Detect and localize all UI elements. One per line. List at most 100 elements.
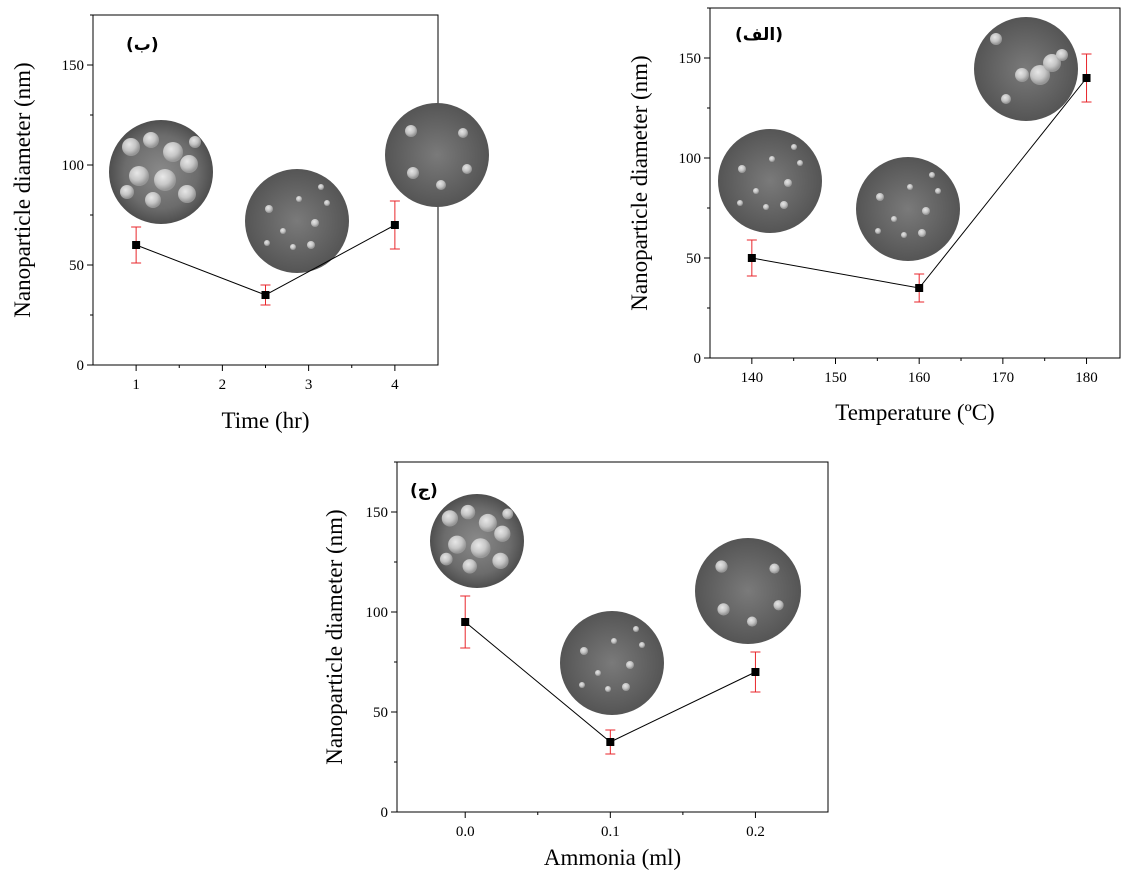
x-axis-title: Time (hr) bbox=[222, 408, 310, 433]
sem-particle bbox=[265, 205, 273, 213]
sem-particle bbox=[462, 164, 472, 174]
y-tick-label: 0 bbox=[77, 358, 85, 374]
sem-particle bbox=[470, 538, 491, 559]
sem-inset-background bbox=[695, 538, 801, 644]
y-tick-label: 100 bbox=[679, 151, 702, 167]
sem-particle bbox=[875, 228, 881, 234]
sem-particle bbox=[907, 184, 913, 190]
data-point bbox=[132, 241, 141, 249]
sem-particle bbox=[753, 188, 759, 194]
chart-panel-time: 0 50 100 150 1 2 3 4 Time (hr) Nanoparticle diame… bbox=[10, 14, 489, 433]
sem-particle bbox=[478, 513, 497, 532]
y-tick-label: 150 bbox=[366, 505, 389, 521]
x-tick-label: 150 bbox=[824, 370, 847, 386]
y-tick-label: 50 bbox=[373, 705, 388, 721]
sem-inset-image bbox=[718, 129, 822, 233]
sem-particle bbox=[633, 626, 639, 632]
y-axis-title: Nanoparticle diameter (nm) bbox=[627, 55, 652, 310]
y-tick-label: 100 bbox=[62, 158, 85, 174]
sem-particle bbox=[737, 200, 743, 206]
sem-particle bbox=[290, 244, 296, 250]
x-tick-label: 0.1 bbox=[601, 824, 620, 840]
sem-particle bbox=[769, 156, 775, 162]
sem-particle bbox=[458, 128, 468, 138]
sem-particle bbox=[318, 184, 324, 190]
x-tick-label: 140 bbox=[741, 370, 764, 386]
sem-particle bbox=[296, 196, 302, 202]
x-tick-label: 0.2 bbox=[746, 824, 765, 840]
sem-particle bbox=[460, 504, 476, 520]
sem-particle bbox=[935, 188, 941, 194]
sem-particle bbox=[129, 166, 149, 186]
sem-inset-background bbox=[974, 17, 1078, 121]
x-tick-label: 1 bbox=[132, 377, 140, 393]
sem-particle bbox=[763, 204, 769, 210]
sem-particle bbox=[264, 240, 270, 246]
sem-particle bbox=[990, 33, 1002, 45]
y-tick-label: 0 bbox=[381, 805, 389, 821]
y-tick-label: 150 bbox=[62, 58, 85, 74]
sem-inset-background bbox=[856, 157, 960, 261]
sem-particle bbox=[611, 638, 617, 644]
sem-inset-background bbox=[560, 611, 664, 715]
sem-particle bbox=[579, 682, 585, 688]
sem-particle bbox=[891, 216, 897, 222]
data-point bbox=[461, 618, 470, 626]
sem-particle bbox=[154, 169, 176, 191]
sem-particle bbox=[580, 647, 588, 655]
sem-particle bbox=[405, 125, 417, 137]
sem-inset-image bbox=[974, 17, 1078, 121]
sem-particle bbox=[180, 155, 198, 173]
sem-particle bbox=[492, 552, 509, 570]
data-point bbox=[751, 668, 760, 676]
x-tick-label: 0.0 bbox=[456, 824, 475, 840]
sem-particle bbox=[462, 559, 477, 574]
sem-particle bbox=[1001, 94, 1011, 104]
y-axis-title: Nanoparticle diameter (nm) bbox=[322, 509, 347, 764]
sem-particle bbox=[797, 160, 803, 166]
sem-particle bbox=[280, 228, 286, 234]
sem-inset-background bbox=[245, 169, 349, 273]
sem-particle bbox=[163, 142, 183, 162]
sem-inset-image bbox=[560, 611, 664, 715]
x-tick-label: 180 bbox=[1075, 370, 1098, 386]
data-point bbox=[261, 291, 270, 299]
sem-particle bbox=[717, 603, 730, 616]
y-tick-label: 150 bbox=[679, 51, 702, 67]
sem-particle bbox=[1015, 68, 1029, 82]
sem-particle bbox=[876, 193, 884, 201]
y-tick-label: 50 bbox=[69, 258, 84, 274]
sem-inset-background bbox=[718, 129, 822, 233]
data-point bbox=[606, 738, 615, 746]
sem-particle bbox=[441, 510, 459, 527]
panel-label: (الف) bbox=[735, 25, 783, 45]
plot-frame bbox=[396, 461, 829, 813]
sem-particle bbox=[178, 185, 196, 203]
sem-particle bbox=[715, 560, 728, 573]
sem-particle bbox=[122, 138, 140, 156]
x-axis-title: Ammonia (ml) bbox=[544, 845, 681, 870]
sem-particle bbox=[189, 136, 201, 148]
sem-particle bbox=[626, 661, 634, 669]
sem-inset-image bbox=[430, 494, 524, 588]
data-point bbox=[1082, 74, 1091, 82]
sem-particle bbox=[1043, 54, 1061, 72]
x-axis-title: Temperature (ºC) bbox=[835, 400, 994, 425]
sem-particle bbox=[901, 232, 907, 238]
sem-particle bbox=[918, 229, 926, 237]
sem-particle bbox=[639, 642, 645, 648]
sem-particle bbox=[311, 219, 319, 227]
sem-particle bbox=[929, 172, 935, 178]
panel-label: (ب) bbox=[126, 35, 159, 55]
sem-inset-background bbox=[385, 103, 489, 207]
sem-particle bbox=[448, 535, 467, 554]
sem-inset-image bbox=[109, 120, 213, 224]
sem-particle bbox=[622, 683, 630, 691]
sem-particle bbox=[605, 686, 611, 692]
x-tick-label: 3 bbox=[305, 377, 313, 393]
sem-particle bbox=[1056, 49, 1068, 61]
x-tick-label: 170 bbox=[992, 370, 1015, 386]
sem-particle bbox=[1030, 65, 1050, 85]
data-point bbox=[915, 284, 924, 292]
x-tick-label: 160 bbox=[908, 370, 931, 386]
